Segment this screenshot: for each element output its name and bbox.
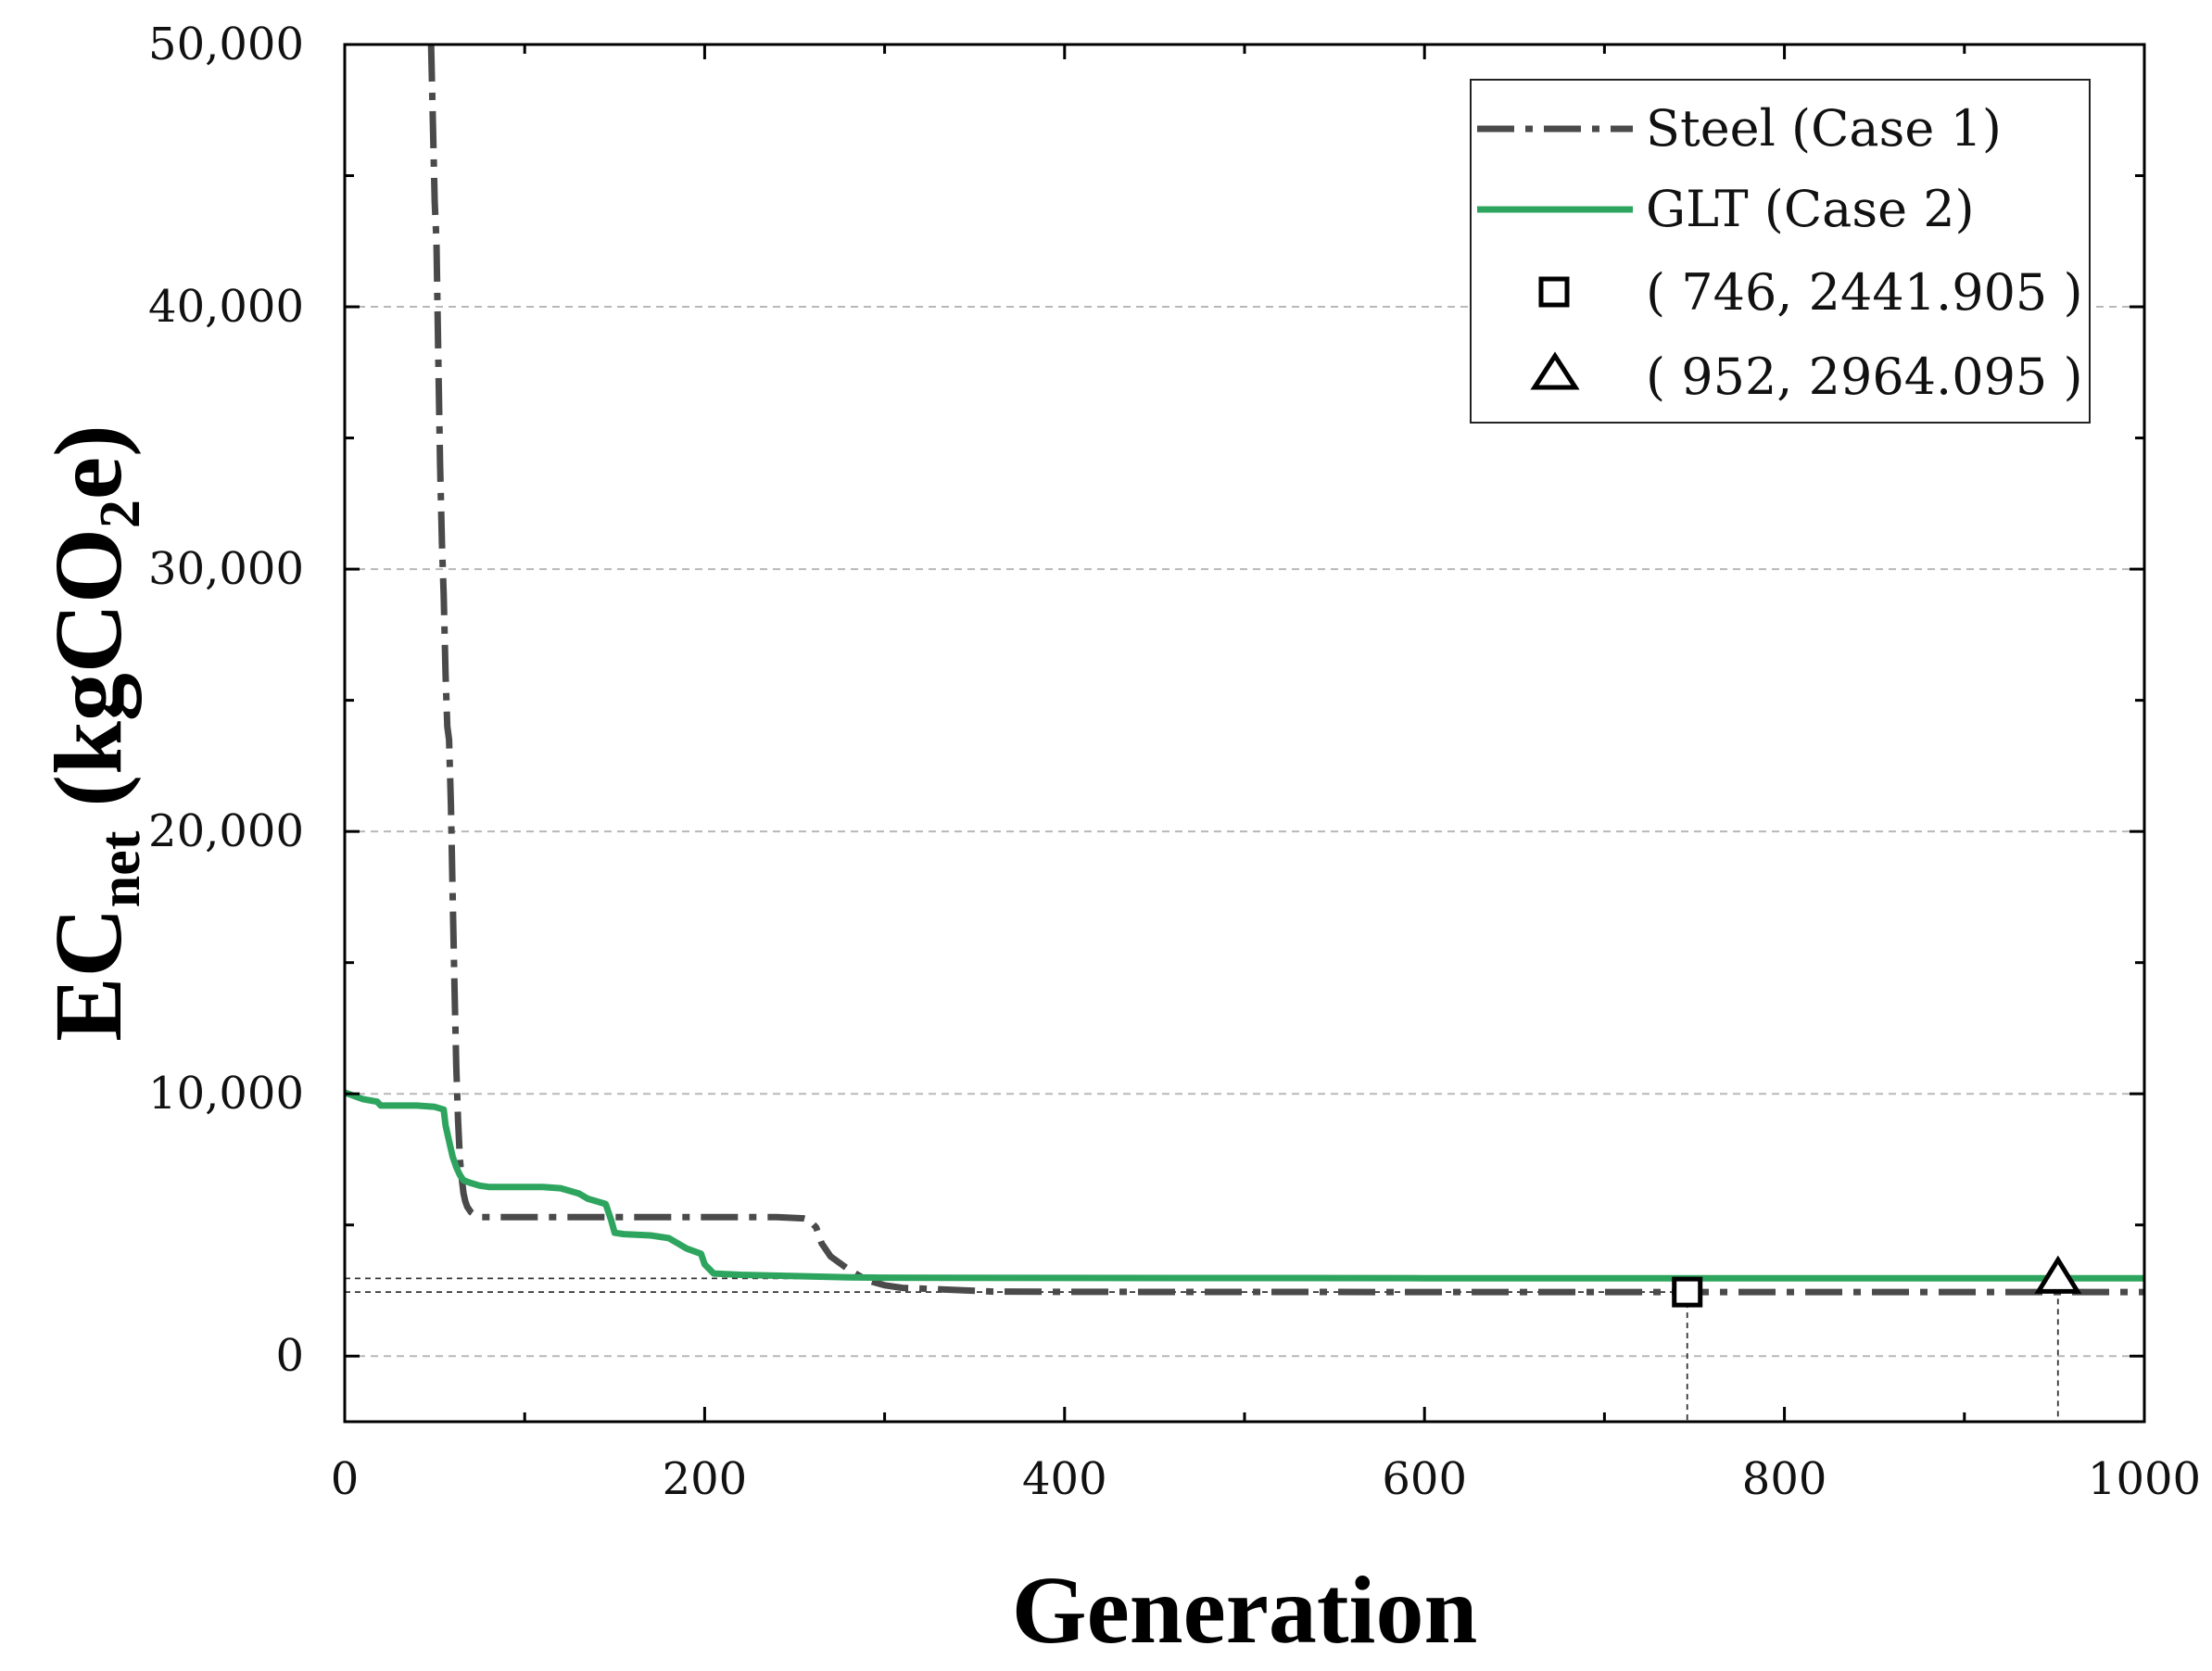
x-tick-label: 200: [663, 1453, 748, 1505]
x-tick-label: 400: [1022, 1453, 1107, 1505]
series-layer: [345, 44, 2144, 1296]
y-tick-label: 40,000: [148, 281, 304, 333]
y-axis-title: ECnet (kgCO2e): [35, 424, 152, 1041]
y-axis-title-main: EC: [35, 907, 142, 1041]
y-axis-title-unit: (kgCO: [35, 528, 142, 830]
y-tick-label: 0: [275, 1330, 304, 1382]
series-line-steel: [427, 44, 2144, 1296]
y-axis-title-unit-end: e): [35, 424, 142, 500]
y-axis-title-unit-subscript: 2: [89, 500, 152, 528]
y-tick-label: 10,000: [148, 1068, 304, 1120]
marker-triangle: [2034, 1255, 2082, 1294]
axis-tick-labels: 0 10,000 20,000 30,000 40,000 50,000 0 200 400 60…: [148, 19, 2201, 1505]
x-axis-title: Generation: [1012, 1557, 1478, 1664]
x-tick-label: 0: [331, 1453, 360, 1505]
marker-square: [1672, 1276, 1703, 1308]
legend-square-marker: [1538, 276, 1570, 308]
legend: Steel (Case 1) GLT (Case 2) ( 746, 2441.…: [1470, 79, 2091, 424]
legend-triangle-marker: [1530, 351, 1580, 390]
series-line-glt: [345, 1089, 2144, 1282]
y-tick-label: 20,000: [148, 805, 304, 857]
y-tick-label: 50,000: [148, 19, 304, 70]
y-tick-label: 30,000: [148, 543, 304, 595]
x-tick-label: 600: [1382, 1453, 1467, 1505]
x-tick-label: 800: [1742, 1453, 1827, 1505]
legend-steel-label: Steel (Case 1): [1646, 99, 2002, 158]
legend-glt-label: GLT (Case 2): [1646, 180, 1975, 238]
axis-ticks: [343, 43, 2146, 1422]
marker-reference-lines: [345, 1277, 2059, 1422]
marker-layer: [1672, 1255, 2082, 1308]
x-tick-label: 1000: [2088, 1453, 2201, 1505]
y-axis-title-subscript: net: [89, 830, 152, 907]
legend-square-label: ( 746, 2441.905 ): [1646, 263, 2083, 322]
legend-box: [1470, 79, 2091, 424]
legend-triangle-label: ( 952, 2964.095 ): [1646, 348, 2083, 406]
gridlines: [345, 306, 2144, 1358]
